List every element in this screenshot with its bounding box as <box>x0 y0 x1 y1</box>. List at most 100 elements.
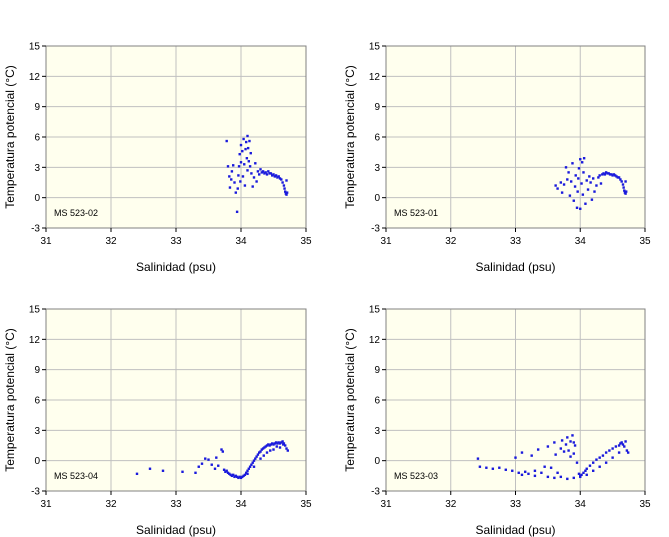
data-point <box>574 174 577 177</box>
data-point <box>527 472 530 476</box>
data-point <box>599 182 603 185</box>
y-tick-label: 6 <box>374 396 380 407</box>
data-point <box>230 170 234 173</box>
data-point <box>604 451 608 454</box>
data-point <box>228 472 231 476</box>
data-point <box>278 177 282 180</box>
data-point <box>194 471 197 474</box>
x-tick-label: 33 <box>170 236 182 247</box>
x-tick-label: 34 <box>235 236 247 247</box>
data-point <box>210 463 213 466</box>
data-point <box>562 183 566 186</box>
data-point <box>562 450 566 453</box>
data-point <box>161 469 165 472</box>
data-point <box>246 472 249 476</box>
data-point <box>246 169 249 172</box>
data-point <box>617 451 621 454</box>
data-point <box>234 191 237 194</box>
data-point <box>576 190 579 193</box>
data-point <box>264 171 267 174</box>
data-point <box>601 173 604 176</box>
chart-panel-2: 31 32 33 34 35 -3 0 3 6 9 12 15 Salinidad (psu) Tempe… <box>343 42 651 275</box>
x-tick-label: 35 <box>300 236 312 247</box>
data-point <box>540 471 543 474</box>
data-point <box>255 180 258 183</box>
data-point <box>592 469 595 472</box>
data-point <box>252 459 256 462</box>
data-point <box>575 461 579 464</box>
data-point <box>608 449 611 452</box>
data-point <box>597 176 600 179</box>
data-point <box>245 157 249 160</box>
y-tick-label: 0 <box>374 456 380 467</box>
data-point <box>549 466 553 469</box>
x-tick-label: 33 <box>510 236 522 247</box>
y-tick-label: 9 <box>34 102 40 113</box>
x-tick-label: 35 <box>639 236 651 247</box>
data-point <box>239 180 242 183</box>
data-point <box>520 451 524 454</box>
data-point <box>263 446 266 449</box>
data-point <box>252 176 256 179</box>
data-point <box>244 147 247 151</box>
data-point <box>249 151 252 155</box>
data-point <box>626 451 630 454</box>
data-point <box>579 158 582 161</box>
data-point <box>274 441 278 444</box>
y-tick-label: 9 <box>374 365 380 376</box>
data-point <box>514 456 517 459</box>
station-label: MS 523-04 <box>54 471 98 481</box>
data-point <box>593 190 596 193</box>
data-point <box>269 443 273 446</box>
data-point <box>284 190 287 193</box>
data-point <box>254 162 257 165</box>
data-point <box>567 171 570 174</box>
station-label: MS 523-02 <box>54 208 98 218</box>
data-point <box>239 161 243 164</box>
data-point <box>239 143 243 147</box>
y-tick-label: 9 <box>34 365 40 376</box>
data-point <box>286 449 289 452</box>
data-point <box>215 456 218 459</box>
data-point <box>553 441 556 444</box>
data-point <box>556 187 559 190</box>
y-tick-label: 3 <box>374 163 380 174</box>
y-tick-label: -3 <box>31 224 40 235</box>
data-point <box>235 475 239 479</box>
data-point <box>607 172 610 175</box>
data-point <box>245 140 248 144</box>
data-point <box>582 171 585 174</box>
data-point <box>235 210 239 214</box>
data-point <box>225 469 228 472</box>
y-tick-label: -3 <box>31 487 40 498</box>
data-point <box>571 434 574 437</box>
y-tick-label: 3 <box>374 426 380 437</box>
y-tick-label: 12 <box>369 72 381 83</box>
data-point <box>585 467 588 470</box>
data-point <box>259 457 262 460</box>
data-point <box>584 202 587 205</box>
x-axis-label: Salinidad (psu) <box>475 523 555 537</box>
data-point <box>598 465 601 468</box>
data-point <box>213 467 217 470</box>
data-point <box>511 469 514 472</box>
data-point <box>200 462 204 465</box>
data-point <box>148 467 152 470</box>
data-point <box>285 193 288 196</box>
y-tick-label: 3 <box>34 163 40 174</box>
data-point <box>614 445 618 448</box>
data-point <box>248 465 252 468</box>
data-point <box>242 137 245 141</box>
data-point <box>520 473 524 477</box>
data-point <box>619 178 622 181</box>
data-point <box>614 174 617 177</box>
data-point <box>237 165 241 168</box>
data-point <box>248 139 251 143</box>
data-point <box>580 473 583 477</box>
data-point <box>498 466 501 469</box>
chart-panel-1: 31 32 33 34 35 -3 0 3 6 9 12 15 Salinidad (psu) Tempe… <box>3 42 312 275</box>
data-point <box>566 477 569 481</box>
data-point <box>624 180 627 183</box>
y-tick-label: 9 <box>374 102 380 113</box>
data-point <box>559 181 563 184</box>
